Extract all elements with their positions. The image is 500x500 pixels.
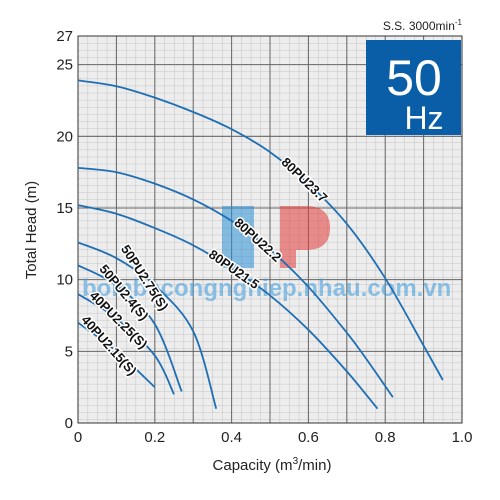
y-tick-label: 15 [56, 200, 73, 217]
frequency-badge-box [366, 40, 461, 135]
x-tick-labels: 0 0.2 0.4 0.6 0.8 1.0 [74, 429, 473, 446]
y-tick-label: 25 [56, 57, 73, 74]
watermark-logo-block-blue [222, 206, 254, 268]
x-tick-label: 0.8 [375, 429, 396, 446]
frequency-badge: 50 Hz [366, 40, 461, 136]
plot-frame [77, 35, 463, 424]
frequency-unit: Hz [404, 100, 443, 136]
curve-50pu2-75-s- [77, 241, 218, 409]
y-tick-label: 27 [56, 28, 73, 45]
x-tick-label: 0.2 [144, 429, 165, 446]
curve-50pu2-4-s- [77, 264, 183, 392]
curves-layer [77, 79, 444, 410]
x-tick-label: 0.4 [221, 429, 242, 446]
x-axis-label: Capacity (m3/min) [213, 456, 332, 474]
y-tick-label: 0 [65, 415, 73, 432]
curve-40pu2-15-s- [77, 321, 156, 388]
watermark: bombacongnghiep.nhau.com.vn [82, 206, 451, 302]
y-tick-label: 5 [65, 343, 73, 360]
curve-40pu2-25-s- [77, 293, 175, 395]
y-tick-label: 10 [56, 272, 73, 289]
curve-80pu22-2 [77, 167, 394, 398]
x-tick-label: 0.6 [298, 429, 319, 446]
speed-note: S.S. 3000min-1 [383, 18, 463, 33]
watermark-logo-block-red [280, 206, 330, 268]
watermark-text: bombacongnghiep.nhau.com.vn [82, 275, 451, 302]
y-tick-label: 20 [56, 128, 73, 145]
x-tick-label: 0 [74, 429, 82, 446]
y-axis-label: Total Head (m) [23, 181, 40, 279]
x-tick-label: 1.0 [452, 429, 473, 446]
frequency-value: 50 [386, 50, 442, 106]
y-tick-labels: 0 5 10 15 20 25 27 [56, 28, 73, 432]
curve-80pu21-5 [77, 204, 379, 410]
curve-80pu23-7 [77, 79, 444, 381]
major-gridlines [78, 36, 462, 423]
